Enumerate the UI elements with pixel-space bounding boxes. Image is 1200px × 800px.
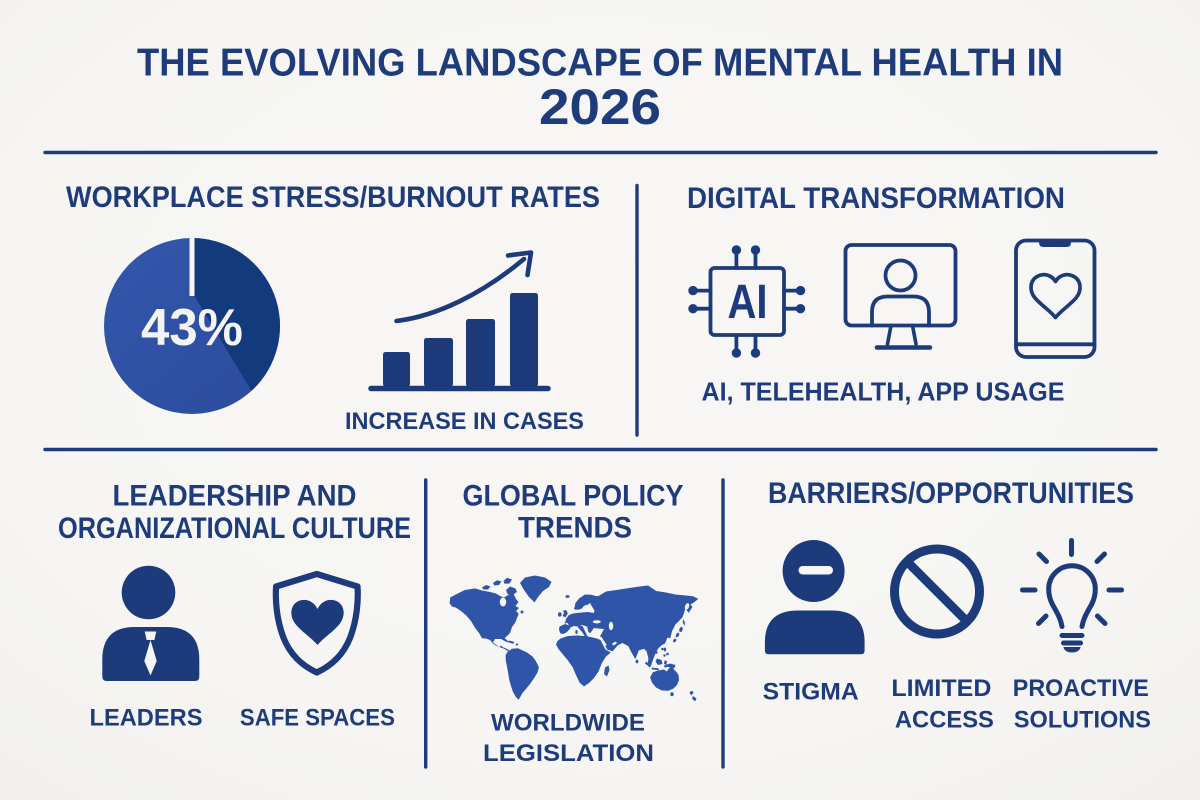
svg-text:GLOBAL POLICY: GLOBAL POLICY	[463, 480, 684, 513]
svg-text:WORLDWIDE: WORLDWIDE	[491, 710, 645, 737]
svg-text:SOLUTIONS: SOLUTIONS	[1014, 707, 1151, 734]
svg-text:INCREASE IN CASES: INCREASE IN CASES	[345, 408, 584, 435]
svg-text:ACCESS: ACCESS	[895, 707, 994, 734]
svg-text:PROACTIVE: PROACTIVE	[1013, 675, 1149, 702]
svg-text:LEADERS: LEADERS	[90, 705, 203, 732]
svg-text:BARRIERS/OPPORTUNITIES: BARRIERS/OPPORTUNITIES	[768, 477, 1134, 510]
svg-text:ORGANIZATIONAL CULTURE: ORGANIZATIONAL CULTURE	[58, 512, 411, 545]
svg-text:SAFE SPACES: SAFE SPACES	[240, 705, 395, 732]
svg-text:WORKPLACE STRESS/BURNOUT RATES: WORKPLACE STRESS/BURNOUT RATES	[66, 181, 600, 214]
svg-text:LIMITED: LIMITED	[891, 675, 991, 702]
svg-text:2026: 2026	[539, 78, 661, 135]
svg-text:LEADERSHIP AND: LEADERSHIP AND	[113, 480, 357, 513]
svg-text:DIGITAL TRANSFORMATION: DIGITAL TRANSFORMATION	[687, 182, 1065, 215]
svg-text:AI: AI	[728, 276, 768, 329]
svg-text:AI, TELEHEALTH, APP USAGE: AI, TELEHEALTH, APP USAGE	[702, 377, 1065, 407]
svg-text:TRENDS: TRENDS	[518, 512, 632, 545]
svg-text:LEGISLATION: LEGISLATION	[483, 740, 654, 767]
svg-text:43%: 43%	[141, 299, 243, 357]
svg-text:THE EVOLVING LANDSCAPE OF MENT: THE EVOLVING LANDSCAPE OF MENTAL HEALTH …	[137, 42, 1063, 85]
svg-text:STIGMA: STIGMA	[763, 679, 859, 706]
